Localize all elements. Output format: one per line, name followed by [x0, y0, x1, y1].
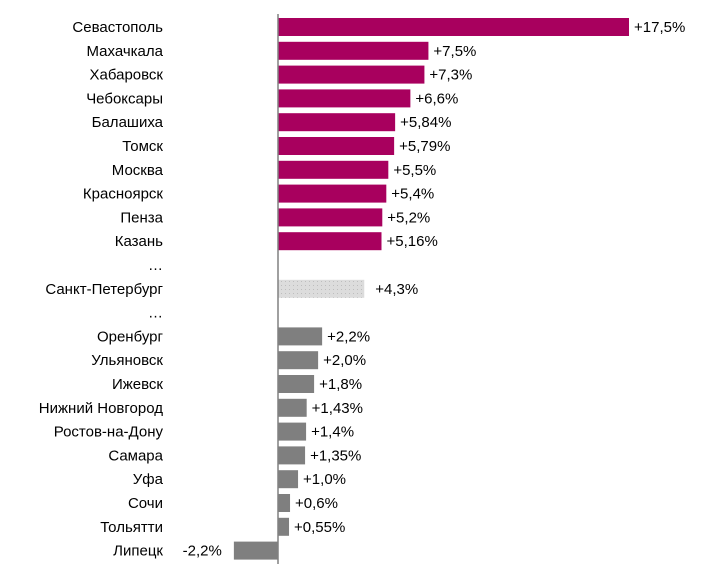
value-label: +17,5%	[634, 19, 685, 36]
value-label: +5,2%	[387, 209, 430, 226]
bar	[278, 208, 383, 227]
bar	[278, 137, 395, 155]
category-label: Сочи	[128, 495, 163, 512]
bar	[278, 470, 299, 489]
category-label: Махачкала	[87, 43, 164, 60]
category-label: Санкт-Петербург	[45, 281, 163, 298]
value-label: +7,5%	[433, 43, 476, 60]
category-label: Ульяновск	[91, 352, 163, 369]
category-label: Тольятти	[100, 519, 163, 536]
category-label: …	[148, 305, 163, 322]
category-label: Ростов-на-Дону	[54, 424, 164, 441]
category-label: Чебоксары	[86, 90, 163, 107]
category-label: Москва	[112, 162, 164, 179]
value-label: +6,6%	[415, 90, 458, 107]
category-label: Казань	[115, 233, 163, 250]
bar	[278, 41, 429, 60]
value-label: +2,2%	[327, 328, 370, 345]
bar	[278, 422, 307, 441]
category-label: Самара	[108, 447, 163, 464]
category-label: …	[148, 257, 163, 274]
bar	[278, 232, 382, 251]
bar	[278, 327, 323, 346]
bar	[278, 113, 396, 132]
bar	[278, 494, 291, 512]
bar	[278, 398, 307, 417]
bar	[278, 446, 306, 465]
value-label: +5,16%	[386, 233, 437, 250]
category-label: Красноярск	[83, 186, 164, 203]
value-label: +5,4%	[391, 186, 434, 203]
value-label: +5,79%	[399, 138, 450, 155]
category-label: Севастополь	[72, 19, 163, 36]
value-label: +0,6%	[295, 495, 338, 512]
value-label: +1,8%	[319, 376, 362, 393]
value-label: +5,5%	[393, 162, 436, 179]
category-label: Томск	[122, 138, 163, 155]
value-label: +1,43%	[312, 400, 363, 417]
bar	[278, 89, 411, 108]
value-label: +4,3%	[375, 281, 418, 298]
value-label: -2,2%	[183, 543, 222, 560]
category-label: Балашиха	[92, 114, 164, 131]
category-label: Уфа	[133, 471, 164, 488]
value-label: +7,3%	[429, 67, 472, 84]
category-label: Нижний Новгород	[39, 400, 163, 417]
category-label: Хабаровск	[90, 67, 164, 84]
value-label: +5,84%	[400, 114, 451, 131]
bar	[278, 517, 290, 536]
bar	[278, 18, 629, 36]
value-label: +1,4%	[311, 424, 354, 441]
category-label: Оренбург	[97, 328, 164, 345]
bar	[278, 160, 389, 179]
value-label: +1,35%	[310, 447, 361, 464]
bar	[278, 65, 425, 84]
value-label: +2,0%	[323, 352, 366, 369]
value-label: +0,55%	[294, 519, 345, 536]
bar	[278, 375, 315, 393]
category-label: Пенза	[120, 209, 163, 226]
bar	[278, 279, 365, 298]
value-label: +1,0%	[303, 471, 346, 488]
category-label: Липецк	[113, 543, 163, 560]
bar	[278, 184, 387, 203]
bar	[278, 351, 319, 370]
category-label: Ижевск	[112, 376, 163, 393]
bar	[233, 541, 278, 560]
